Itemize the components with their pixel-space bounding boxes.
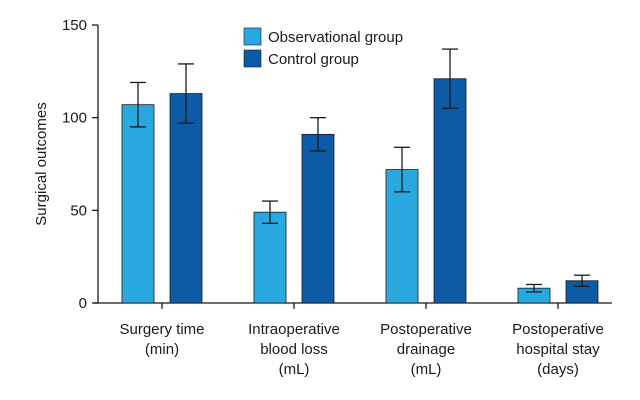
x-category-label-line: Surgery time xyxy=(119,321,204,338)
bar-control-1 xyxy=(301,133,335,304)
legend: Observational group Control group xyxy=(243,27,403,68)
x-category-label-line: Intraoperative xyxy=(248,321,340,338)
bar-control-0 xyxy=(169,93,203,304)
x-category-label-line: blood loss xyxy=(260,341,328,358)
y-axis: 0 50 100 150 xyxy=(62,17,99,312)
x-category-label-line: Postoperative xyxy=(512,321,604,338)
x-category-label-line: drainage xyxy=(397,341,455,358)
x-category-label-line: (min) xyxy=(145,341,179,358)
bar-group xyxy=(121,78,599,304)
y-tick-label: 50 xyxy=(70,202,87,219)
legend-swatch-observational xyxy=(243,27,262,46)
y-tick-label: 100 xyxy=(62,110,87,127)
x-category-label: Postoperative hospital stay (days) xyxy=(512,321,604,378)
x-category-label-line: (mL) xyxy=(411,361,442,378)
y-axis-title: Surgical outcomes xyxy=(33,102,50,225)
x-category-label: Postoperative drainage (mL) xyxy=(380,321,472,378)
x-category-label-line: (days) xyxy=(537,361,579,378)
legend-label-control: Control group xyxy=(268,51,359,68)
x-axis xyxy=(94,302,612,309)
bar-observational-0 xyxy=(121,104,155,304)
x-category-label: Intraoperative blood loss (mL) xyxy=(248,321,340,378)
legend-swatch-control xyxy=(243,49,262,68)
bar-observational-1 xyxy=(253,211,287,304)
x-category-label-line: hospital stay xyxy=(516,341,600,358)
x-category-label-line: Postoperative xyxy=(380,321,472,338)
category-labels: Surgery time (min) Intraoperative blood los… xyxy=(119,321,603,378)
legend-label-observational: Observational group xyxy=(268,29,403,46)
bar-control-2 xyxy=(433,78,467,304)
y-tick-label: 0 xyxy=(79,295,87,312)
x-category-label-line: (mL) xyxy=(279,361,310,378)
y-tick-label: 150 xyxy=(62,17,87,34)
x-category-label: Surgery time (min) xyxy=(119,321,204,358)
error-bar-group xyxy=(130,48,590,293)
